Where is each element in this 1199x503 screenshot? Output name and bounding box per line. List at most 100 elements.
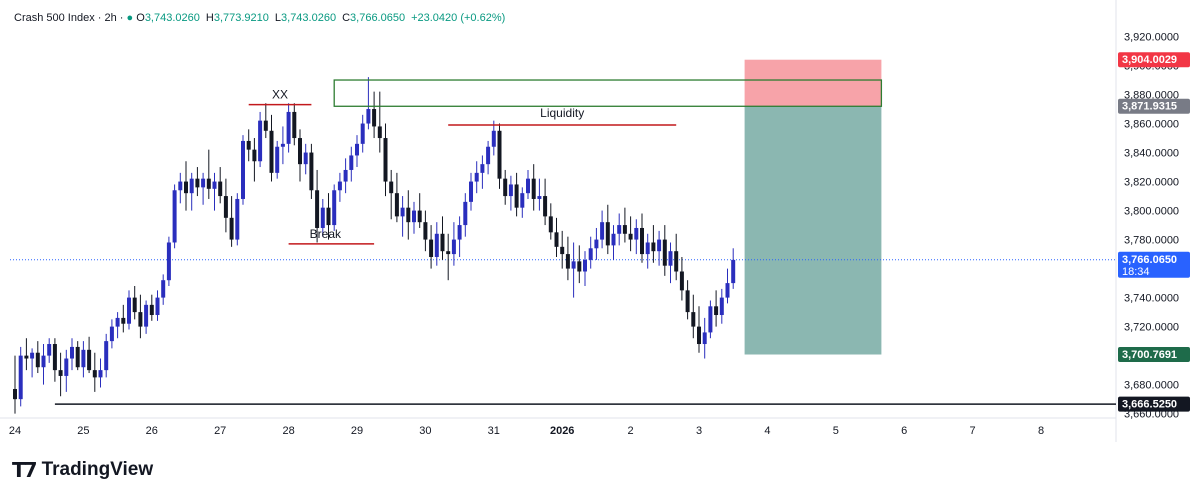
candle-body: [526, 178, 530, 194]
candle-body: [47, 344, 52, 356]
y-tick-label: 3,800.0000: [1124, 206, 1179, 218]
candle-body: [400, 207, 405, 217]
candle-body: [70, 346, 74, 359]
symbol-name[interactable]: Crash 500 Index: [14, 12, 95, 24]
x-tick-label: 25: [77, 425, 89, 437]
candle-body: [229, 217, 234, 240]
price-axis-label-text: 3,904.0029: [1122, 54, 1177, 66]
candle-body: [98, 370, 103, 378]
tradingview-logo-icon: T7: [12, 458, 38, 482]
tradingview-brand[interactable]: T7 TradingView: [12, 458, 153, 482]
open-label: O: [136, 12, 145, 24]
candle-body: [58, 370, 63, 376]
candle-body: [41, 355, 46, 368]
candle-body: [269, 130, 274, 173]
y-tick-label: 3,860.0000: [1124, 119, 1179, 131]
xx-label: XX: [272, 88, 288, 102]
countdown-label: 18:34: [1122, 266, 1150, 278]
candle-body: [286, 111, 291, 144]
candle-body: [685, 290, 690, 313]
x-tick-label: 3: [696, 425, 702, 437]
candle-body: [605, 222, 610, 246]
candle-body: [201, 178, 206, 188]
stop-loss-zone[interactable]: [744, 59, 882, 107]
candle-body: [622, 225, 627, 234]
x-tick-label: 4: [764, 425, 770, 437]
close-label: C: [342, 12, 351, 24]
y-tick-label: 3,740.0000: [1124, 293, 1179, 305]
liquidity-label: Liquidity: [540, 106, 584, 120]
candle-body: [218, 181, 223, 197]
y-tick-label: 3,680.0000: [1124, 380, 1179, 392]
candle-body: [469, 181, 473, 202]
x-tick-label: 28: [282, 425, 294, 437]
candle-body: [223, 196, 228, 218]
candle-body: [35, 352, 40, 368]
candle-body: [588, 248, 593, 260]
interval[interactable]: 2h: [104, 12, 117, 24]
candle-body: [360, 123, 365, 144]
candle-body: [24, 355, 29, 359]
candle-body: [640, 227, 644, 255]
candle-body: [149, 304, 154, 316]
price-axis-label: [1118, 396, 1190, 412]
y-tick-label: 3,720.0000: [1124, 322, 1179, 334]
x-tick-label: 8: [1038, 425, 1044, 437]
candle-body: [679, 271, 684, 291]
candle-body: [611, 233, 616, 246]
candle-body: [87, 349, 92, 371]
candle-body: [412, 210, 416, 223]
candle-body: [303, 152, 308, 165]
candle-body: [155, 297, 160, 316]
candle-body: [702, 332, 707, 345]
candle-body: [651, 242, 656, 252]
price-axis-label-text: 3,700.7691: [1122, 349, 1177, 361]
candle-body: [560, 246, 565, 255]
candle-body: [75, 346, 80, 368]
candle-body: [377, 126, 382, 139]
x-tick-label: 2: [628, 425, 634, 437]
candle-body: [731, 259, 736, 284]
candle-body: [657, 239, 662, 252]
candle-body: [13, 388, 17, 400]
x-tick-label: 30: [419, 425, 431, 437]
candle-body: [548, 216, 553, 233]
take-profit-zone[interactable]: [744, 106, 882, 355]
candle-body: [497, 130, 502, 179]
candle-body: [320, 207, 325, 228]
open-value: 3,743.0260: [144, 12, 200, 24]
low-label: L: [274, 12, 282, 24]
candle-body: [81, 349, 86, 368]
candle-body: [697, 326, 701, 345]
candle-body: [503, 178, 508, 197]
candle-body: [463, 201, 468, 226]
price-axis-label-text: 3,666.5250: [1122, 399, 1177, 411]
candle-body: [674, 251, 679, 272]
candle-body: [326, 207, 331, 226]
candle-body: [115, 317, 120, 327]
brand-name: TradingView: [41, 459, 154, 480]
candle-body: [543, 196, 548, 217]
candle-body: [617, 225, 622, 234]
candle-body: [480, 164, 485, 173]
candle-body: [719, 297, 724, 316]
candle-body: [583, 259, 587, 272]
candle-body: [355, 143, 359, 156]
candle-body: [92, 370, 97, 378]
candle-body: [161, 280, 166, 298]
candle-body: [662, 239, 667, 266]
candle-body: [565, 254, 570, 269]
candle-body: [451, 239, 456, 255]
candle-body: [64, 358, 69, 376]
candle-body: [263, 120, 268, 131]
order-block-box[interactable]: [333, 79, 883, 107]
candle-body: [166, 242, 171, 281]
x-tick-label: 2026: [550, 425, 574, 437]
high-value: 3,773.9210: [213, 12, 269, 24]
x-tick-label: 5: [833, 425, 839, 437]
break-label: Break: [310, 227, 342, 241]
candle-body: [30, 352, 35, 359]
y-tick-label: 3,880.0000: [1124, 90, 1179, 102]
